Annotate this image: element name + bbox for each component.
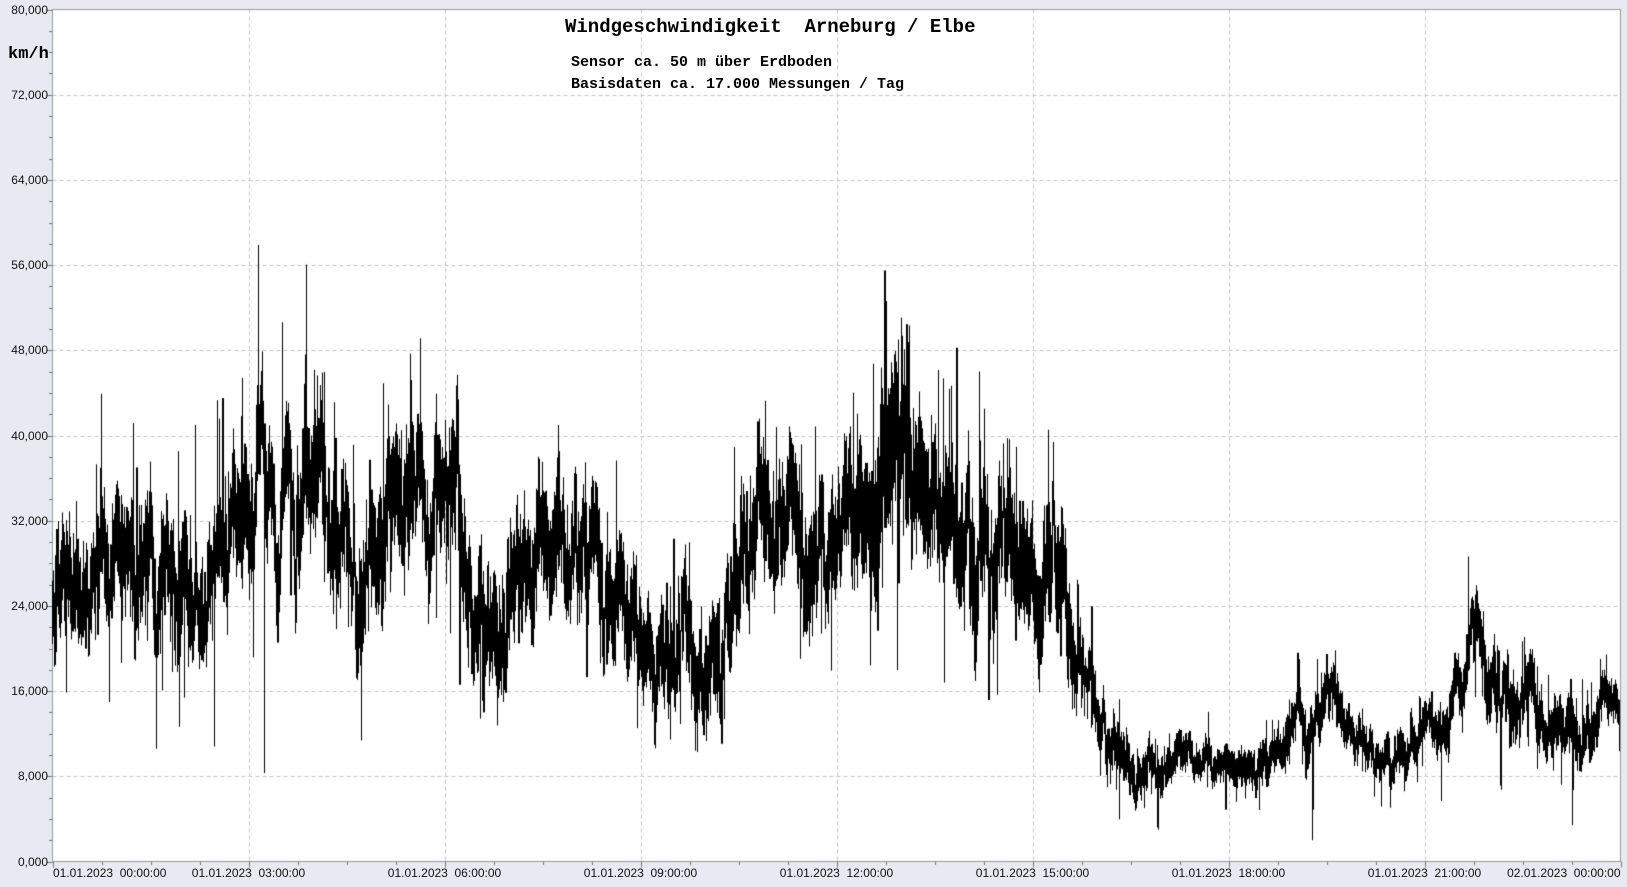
x-tick-label: 02.01.2023 00:00:00 <box>1507 866 1621 880</box>
y-tick-label: 40,000 <box>11 428 48 443</box>
y-tick-label: 0,000 <box>17 854 48 869</box>
y-tick-label: 56,000 <box>11 258 48 273</box>
y-tick-label: 80,000 <box>11 2 48 17</box>
chart-subtitle-basisdaten: Basisdaten ca. 17.000 Messungen / Tag <box>571 76 905 93</box>
y-tick-label: 24,000 <box>11 598 48 613</box>
y-tick-label: 64,000 <box>11 172 48 187</box>
x-tick-label: 01.01.2023 00:00:00 <box>53 866 167 880</box>
x-tick-label: 01.01.2023 06:00:00 <box>387 866 502 880</box>
y-tick-label: 48,000 <box>11 343 48 358</box>
x-tick-label: 01.01.2023 09:00:00 <box>583 866 698 880</box>
y-axis-unit-label: km/h <box>8 45 49 64</box>
x-tick-label: 01.01.2023 21:00:00 <box>1367 866 1482 880</box>
chart-subtitle-sensor: Sensor ca. 50 m über Erdboden <box>571 54 833 71</box>
chart-title: Windgeschwindigkeit Arneburg / Elbe <box>565 16 976 38</box>
y-tick-label: 32,000 <box>11 513 48 528</box>
y-tick-label: 72,000 <box>11 87 48 102</box>
y-tick-label: 8,000 <box>17 769 48 784</box>
x-tick-label: 01.01.2023 18:00:00 <box>1171 866 1286 880</box>
x-tick-label: 01.01.2023 03:00:00 <box>191 866 306 880</box>
x-tick-label: 01.01.2023 12:00:00 <box>779 866 894 880</box>
x-tick-label: 01.01.2023 15:00:00 <box>975 866 1090 880</box>
y-tick-label: 16,000 <box>11 684 48 699</box>
